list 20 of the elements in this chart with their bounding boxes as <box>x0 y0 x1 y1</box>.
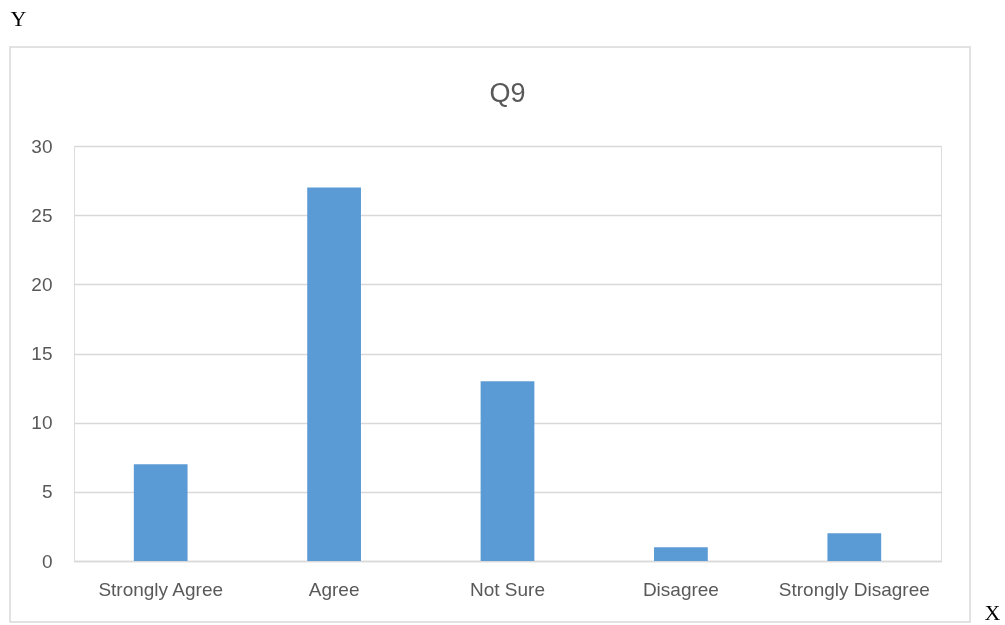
x-tick-label: Disagree <box>642 578 719 600</box>
y-axis-title: Y <box>10 5 27 31</box>
x-tick-label: Agree <box>308 578 360 600</box>
x-axis-title: X <box>984 599 1001 625</box>
x-tick-label: Not Sure <box>470 578 545 600</box>
y-tick-label: 25 <box>31 204 53 226</box>
x-tick-label: Strongly Disagree <box>778 578 930 600</box>
y-tick-label: 15 <box>31 343 53 364</box>
x-tick-label: Strongly Agree <box>98 578 224 600</box>
y-tick-label: 20 <box>31 273 53 295</box>
y-tick-label: 10 <box>31 412 53 434</box>
y-tick-label: 5 <box>41 481 53 503</box>
y-tick-label: 30 <box>31 135 53 157</box>
y-tick-label: 0 <box>41 550 53 572</box>
bar <box>654 547 708 561</box>
bar <box>133 464 188 561</box>
bar <box>307 187 361 561</box>
bar <box>480 381 535 561</box>
chart-title: Q9 <box>489 78 526 108</box>
bar <box>827 533 882 561</box>
